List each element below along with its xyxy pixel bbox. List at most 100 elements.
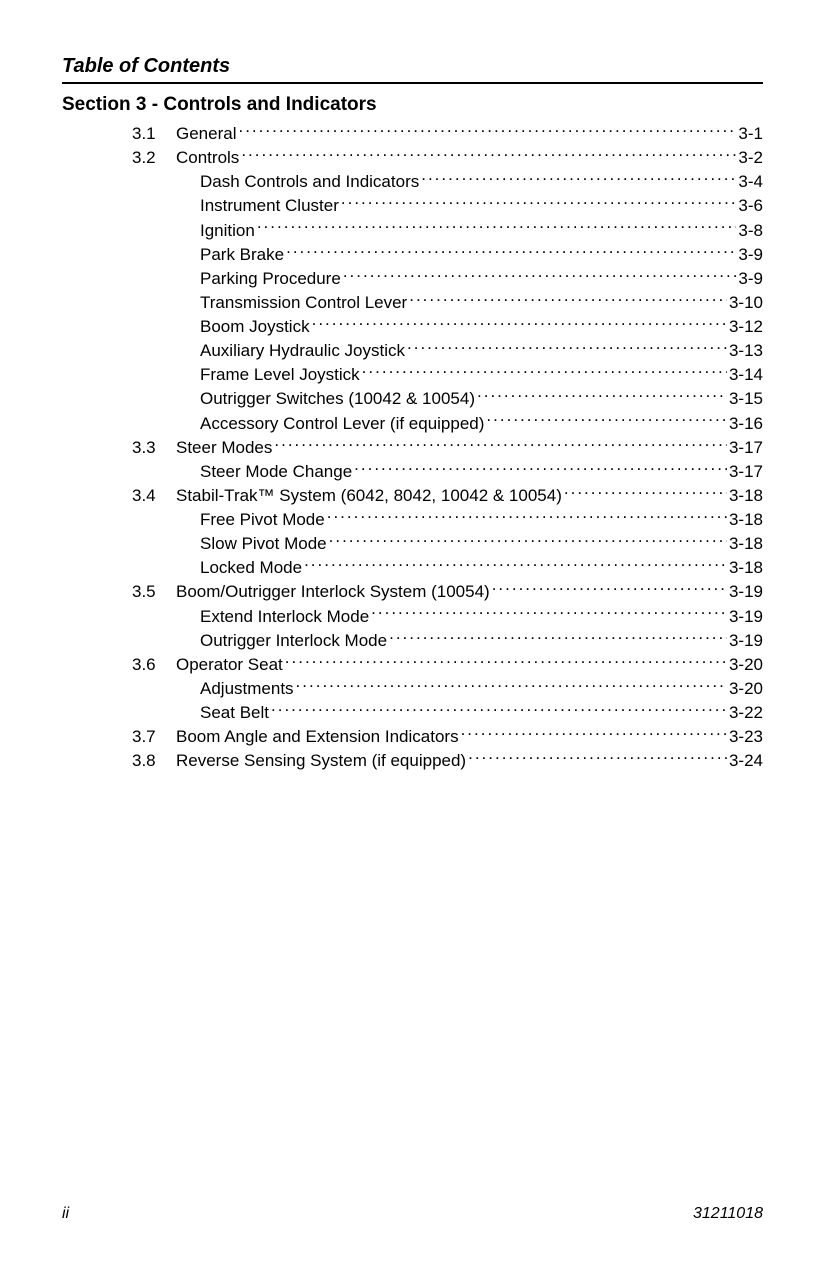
toc-dot-leader (407, 339, 727, 356)
toc-entry-page: 3-17 (729, 436, 763, 460)
toc-entry-label: Frame Level Joystick (200, 363, 360, 387)
toc-dot-leader (362, 363, 727, 380)
toc-entry-page: 3-15 (729, 387, 763, 411)
toc-dot-leader (343, 267, 737, 284)
toc-row: 3.3Steer Modes 3-17 (132, 436, 763, 460)
toc-entry-page: 3-19 (729, 580, 763, 604)
toc-entry-label: Locked Mode (200, 556, 302, 580)
toc-row: 3.7Boom Angle and Extension Indicators 3-… (132, 725, 763, 749)
toc-row: Auxiliary Hydraulic Joystick3-13 (132, 339, 763, 363)
toc-dot-leader (341, 194, 737, 211)
toc-row: Slow Pivot Mode 3-18 (132, 532, 763, 556)
toc-dot-leader (285, 653, 727, 670)
toc-dot-leader (257, 219, 737, 236)
toc-entry-page: 3-20 (729, 653, 763, 677)
toc-entry-page: 3-19 (729, 629, 763, 653)
toc-dot-leader (274, 436, 727, 453)
toc-entry-page: 3-22 (729, 701, 763, 725)
toc-entry-label: Instrument Cluster (200, 194, 339, 218)
toc-row: 3.2Controls 3-2 (132, 146, 763, 170)
toc-row: 3.4Stabil-Trak™ System (6042, 8042, 1004… (132, 484, 763, 508)
toc-dot-leader (286, 243, 736, 260)
toc-entry-page: 3-24 (729, 749, 763, 773)
toc-entry-label: Reverse Sensing System (if equipped) (176, 749, 466, 773)
toc-dot-leader (296, 677, 727, 694)
toc-row: Extend Interlock Mode 3-19 (132, 605, 763, 629)
toc-row: Parking Procedure3-9 (132, 267, 763, 291)
toc-entry-number: 3.5 (132, 580, 176, 604)
toc-dot-leader (421, 170, 736, 187)
toc-entry-page: 3-18 (729, 556, 763, 580)
toc-entry-page: 3-8 (738, 219, 763, 243)
toc-entry-number: 3.4 (132, 484, 176, 508)
toc-entry-label: Boom Joystick (200, 315, 310, 339)
toc-entry-label: General (176, 122, 236, 146)
toc-entry-label: Outrigger Switches (10042 & 10054) (200, 387, 475, 411)
toc-dot-leader (241, 146, 736, 163)
toc-entry-label: Steer Mode Change (200, 460, 352, 484)
toc-entry-label: Steer Modes (176, 436, 272, 460)
toc-entry-label: Adjustments (200, 677, 294, 701)
toc-entry-label: Park Brake (200, 243, 284, 267)
toc-entry-page: 3-19 (729, 605, 763, 629)
toc-entry-page: 3-9 (738, 267, 763, 291)
toc-header: Table of Contents (62, 55, 763, 84)
toc-dot-leader (409, 291, 727, 308)
toc-entry-label: Auxiliary Hydraulic Joystick (200, 339, 405, 363)
toc-row: Free Pivot Mode 3-18 (132, 508, 763, 532)
page-footer: ii 31211018 (62, 1205, 763, 1223)
footer-doc-number: 31211018 (693, 1205, 763, 1223)
toc-entry-label: Ignition (200, 219, 255, 243)
toc-dot-leader (304, 556, 727, 573)
section-title: Section 3 - Controls and Indicators (62, 94, 763, 116)
toc-row: Seat Belt3-22 (132, 701, 763, 725)
toc-dot-leader (564, 484, 727, 501)
toc-entry-page: 3-18 (729, 532, 763, 556)
toc-entry-number: 3.2 (132, 146, 176, 170)
toc-entry-page: 3-9 (738, 243, 763, 267)
toc-entry-number: 3.1 (132, 122, 176, 146)
toc-entry-number: 3.7 (132, 725, 176, 749)
toc-entry-page: 3-16 (729, 412, 763, 436)
toc-entry-number: 3.3 (132, 436, 176, 460)
toc-entry-page: 3-18 (729, 484, 763, 508)
toc-entry-label: Dash Controls and Indicators (200, 170, 419, 194)
toc-entry-label: Boom Angle and Extension Indicators (176, 725, 459, 749)
toc-dot-leader (354, 460, 727, 477)
toc-dot-leader (468, 749, 727, 766)
toc-entry-label: Slow Pivot Mode (200, 532, 327, 556)
toc-entry-page: 3-18 (729, 508, 763, 532)
toc-entry-label: Extend Interlock Mode (200, 605, 369, 629)
toc-entry-label: Boom/Outrigger Interlock System (10054) (176, 580, 490, 604)
toc-entry-label: Controls (176, 146, 239, 170)
toc-dot-leader (312, 315, 727, 332)
page-content: Table of Contents Section 3 - Controls a… (62, 55, 763, 1223)
toc-entry-number: 3.8 (132, 749, 176, 773)
footer-page-number: ii (62, 1205, 69, 1223)
toc-row: Steer Mode Change3-17 (132, 460, 763, 484)
toc-row: Boom Joystick 3-12 (132, 315, 763, 339)
toc-row: Locked Mode 3-18 (132, 556, 763, 580)
toc-entry-page: 3-14 (729, 363, 763, 387)
toc-row: 3.6Operator Seat3-20 (132, 653, 763, 677)
toc-entry-label: Accessory Control Lever (if equipped) (200, 412, 484, 436)
toc-row: Outrigger Interlock Mode3-19 (132, 629, 763, 653)
toc-entry-label: Free Pivot Mode (200, 508, 325, 532)
toc-row: Transmission Control Lever 3-10 (132, 291, 763, 315)
toc-entry-page: 3-12 (729, 315, 763, 339)
toc-entry-page: 3-23 (729, 725, 763, 749)
toc-entry-page: 3-2 (738, 146, 763, 170)
toc-entry-page: 3-20 (729, 677, 763, 701)
toc-row: Park Brake 3-9 (132, 243, 763, 267)
toc-dot-leader (329, 532, 727, 549)
toc-row: Instrument Cluster 3-6 (132, 194, 763, 218)
toc-dot-leader (238, 122, 736, 139)
toc-dot-leader (371, 605, 727, 622)
toc-entry-page: 3-6 (738, 194, 763, 218)
toc-dot-leader (271, 701, 727, 718)
toc-row: Dash Controls and Indicators3-4 (132, 170, 763, 194)
toc-entry-page: 3-10 (729, 291, 763, 315)
toc-row: 3.8Reverse Sensing System (if equipped) 3… (132, 749, 763, 773)
toc-entries: 3.1General3-13.2Controls3-2Dash Controls… (62, 122, 763, 773)
toc-entry-label: Transmission Control Lever (200, 291, 407, 315)
